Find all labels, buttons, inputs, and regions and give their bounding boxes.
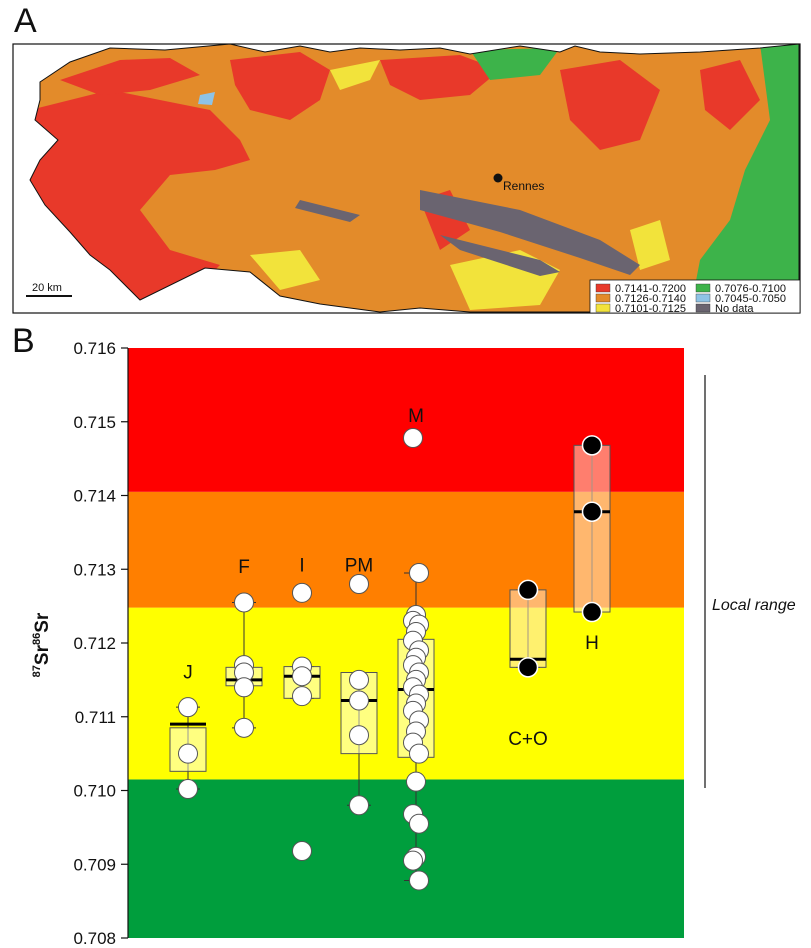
data-point <box>517 657 539 678</box>
box-group-pm: PM <box>340 555 378 816</box>
data-point <box>349 690 369 711</box>
legend-label: 0.7126-0.7140 <box>615 293 686 305</box>
sr-isoscape-map: Rennes 20 km 0.7141-0.72000.7126-0.71400… <box>12 43 801 315</box>
group-label: PM <box>345 555 374 576</box>
group-label: C+O <box>508 729 548 750</box>
legend-label: 0.7141-0.7200 <box>615 283 686 295</box>
data-point <box>581 501 603 522</box>
box <box>573 444 611 613</box>
group-label: M <box>408 406 424 427</box>
map-land <box>30 44 799 312</box>
y-tick-label: 0.712 <box>73 634 116 653</box>
data-point <box>403 427 423 448</box>
legend-label: 0.7101-0.7125 <box>615 303 686 315</box>
data-point <box>292 582 312 603</box>
rennes-label: Rennes <box>503 179 544 193</box>
rennes-marker <box>493 173 503 183</box>
y-tick-label: 0.713 <box>73 560 116 579</box>
data-point <box>178 779 198 800</box>
legend-label: 0.7045-0.7050 <box>715 293 786 305</box>
data-point <box>517 579 539 601</box>
data-point <box>406 771 426 792</box>
group-label: I <box>299 555 304 576</box>
panel-b-label: B <box>12 322 35 360</box>
y-axis: 0.708 0.709 0.710 0.711 0.712 0.713 0.714 0.715… <box>73 339 129 948</box>
data-point <box>409 813 429 834</box>
box-group-m: M <box>397 406 435 891</box>
data-point <box>409 562 429 583</box>
y-tick-label: 0.714 <box>73 487 116 506</box>
scale-label: 20 km <box>32 282 62 294</box>
box-group-i: I <box>283 555 321 861</box>
data-point <box>234 592 254 613</box>
data-point <box>292 666 312 687</box>
boxplots: J F I PM M C+O H <box>169 406 611 891</box>
data-point <box>349 669 369 690</box>
y-axis-title: 87Sr86Sr <box>31 612 53 677</box>
group-label: F <box>238 557 250 578</box>
svg-text:87Sr86Sr: 87Sr86Sr <box>31 612 53 677</box>
legend-swatch <box>695 303 711 313</box>
data-point <box>409 743 429 764</box>
legend-swatch <box>595 303 611 313</box>
box <box>169 727 207 772</box>
legend-swatch <box>595 293 611 303</box>
box-group-f: F <box>225 557 263 738</box>
local-range-label: Local range <box>712 597 796 614</box>
data-point <box>178 697 198 718</box>
legend-swatch <box>695 293 711 303</box>
group-label: J <box>183 662 193 683</box>
data-point <box>581 601 603 623</box>
data-point <box>292 840 312 861</box>
y-tick-label: 0.715 <box>73 413 116 432</box>
legend-label: No data <box>715 303 754 315</box>
data-point <box>349 574 369 594</box>
y-tick-label: 0.709 <box>73 855 116 874</box>
box-group-h: H <box>573 435 611 654</box>
legend-swatch <box>695 283 711 293</box>
data-point <box>292 686 312 707</box>
data-point <box>234 717 254 738</box>
y-tick-label: 0.716 <box>73 339 116 358</box>
data-point <box>349 795 369 816</box>
data-point <box>581 435 603 456</box>
legend-label: 0.7076-0.7100 <box>715 283 786 295</box>
y-tick-label: 0.711 <box>75 708 116 727</box>
legend-swatch <box>595 283 611 293</box>
group-label: H <box>585 633 599 654</box>
data-point <box>409 870 429 891</box>
panel-a-label: A <box>14 2 37 40</box>
box <box>509 589 547 668</box>
y-tick-label: 0.708 <box>73 929 116 948</box>
data-point <box>234 677 254 698</box>
data-point <box>403 850 423 871</box>
box-group-c-o: C+O <box>508 579 548 750</box>
box-group-j: J <box>169 662 207 800</box>
data-point <box>178 743 198 764</box>
data-point <box>349 725 369 746</box>
y-tick-label: 0.710 <box>73 782 116 801</box>
